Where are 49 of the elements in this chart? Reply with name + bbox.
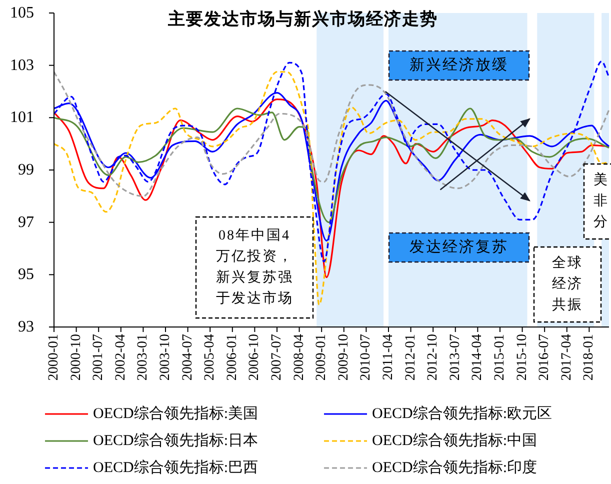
y-tick-label: 97 [18, 214, 34, 231]
x-tick-label: 2015-01 [492, 334, 508, 381]
x-tick-label: 2008-04 [292, 334, 307, 381]
x-tick-label: 2016-07 [537, 334, 552, 381]
x-tick-label: 2002-04 [113, 334, 128, 381]
x-tick-label: 2006-01 [224, 334, 240, 381]
x-tick-label: 2015-10 [514, 334, 530, 381]
x-tick-label: 2000-10 [68, 334, 84, 381]
x-tick-label: 2012-01 [403, 334, 418, 381]
x-tick-label: 2013-07 [448, 334, 463, 381]
annotation: 新兴经济放缓 [410, 56, 508, 74]
annotation: 美非分 [583, 163, 611, 240]
annotation: 08年中国4万亿投资，新兴复苏强于发达市场 [195, 216, 314, 319]
y-tick-label: 103 [10, 56, 34, 74]
x-tick-label: 2004-07 [180, 334, 196, 381]
annotation: 美非分 [593, 172, 609, 230]
legend-label: OECD综合领先指标:日本 [93, 432, 258, 449]
x-tick-label: 2017-04 [559, 334, 574, 381]
x-tick-label: 2010-07 [358, 334, 374, 381]
x-tick-label: 2005-04 [202, 334, 218, 381]
x-tick-label: 2011-04 [380, 334, 396, 380]
legend-label: OECD综合领先指标:印度 [372, 459, 537, 476]
y-tick-label: 99 [18, 162, 34, 178]
x-tick-label: 2007-07 [269, 334, 284, 381]
legend-label: OECD综合领先指标:中国 [372, 432, 537, 449]
x-tick-label: 2009-10 [336, 334, 352, 381]
y-tick-label: 101 [10, 109, 34, 126]
chart-title: 主要发达市场与新兴市场经济走势 [167, 10, 438, 28]
x-tick-label: 2018-01 [582, 334, 597, 381]
x-tick-label: 2009-01 [314, 334, 330, 381]
legend-label: OECD综合领先指标:巴西 [93, 459, 258, 476]
annotation: 发达经济复苏 [410, 238, 508, 256]
x-tick-label: 2014-04 [470, 334, 486, 381]
annotation: 全球经济共振 [552, 255, 583, 313]
y-tick-label: 95 [18, 266, 34, 284]
y-tick-label: 93 [18, 318, 34, 336]
annotation: 全球经济共振 [533, 246, 602, 323]
legend-label: OECD综合领先指标:美国 [93, 405, 258, 422]
y-tick-label: 105 [10, 4, 34, 22]
annotation: 新兴经济放缓 [388, 50, 530, 81]
annotation: 08年中国4万亿投资，新兴复苏强于发达市场 [216, 228, 294, 306]
x-tick-label: 2003-10 [158, 334, 173, 381]
x-tick-label: 2001-07 [91, 334, 106, 381]
x-tick-label: 2003-01 [136, 334, 151, 381]
x-tick-label: 2006-10 [247, 334, 262, 381]
x-tick-label: 2000-01 [46, 334, 62, 381]
x-tick-label: 2012-10 [426, 334, 441, 381]
annotation: 发达经济复苏 [388, 232, 530, 263]
legend-label: OECD综合领先指标:欧元区 [372, 405, 552, 422]
